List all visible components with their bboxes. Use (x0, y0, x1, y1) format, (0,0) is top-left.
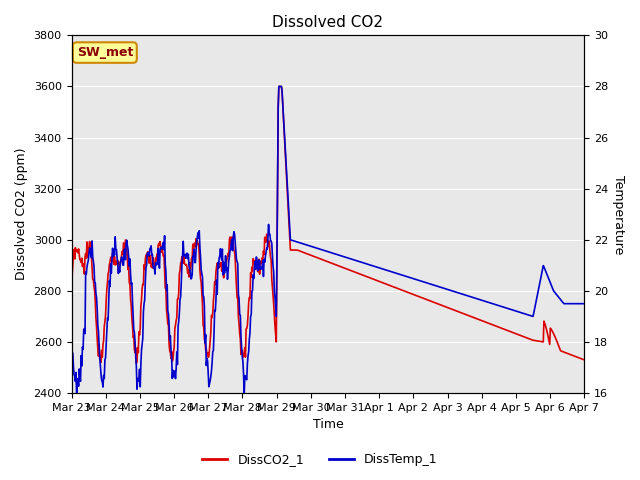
DissTemp_1 (511, 308, 518, 313)
DissCO2_1 (380, 280, 388, 286)
DissCO2_1 (68, 275, 76, 280)
X-axis label: Time: Time (312, 419, 343, 432)
Text: SW_met: SW_met (77, 46, 133, 59)
DissCO2_1 (580, 357, 588, 363)
DissTemp_1 (275, 84, 283, 89)
DissCO2_1 (99, 342, 107, 348)
DissCO2_1 (396, 286, 403, 292)
DissTemp_1 (580, 301, 588, 307)
DissCO2_1 (367, 275, 374, 281)
Y-axis label: Dissolved CO2 (ppm): Dissolved CO2 (ppm) (15, 148, 28, 280)
DissTemp_1 (100, 372, 108, 378)
DissTemp_1 (367, 262, 374, 268)
Title: Dissolved CO2: Dissolved CO2 (273, 15, 383, 30)
DissTemp_1 (68, 344, 76, 349)
Line: DissCO2_1: DissCO2_1 (72, 86, 584, 363)
DissTemp_1 (396, 271, 403, 277)
DissTemp_1 (380, 266, 388, 272)
DissCO2_1 (458, 310, 466, 316)
Y-axis label: Temperature: Temperature (612, 175, 625, 254)
DissCO2_1 (275, 84, 283, 89)
Line: DissTemp_1: DissTemp_1 (72, 86, 584, 397)
Legend: DissCO2_1, DissTemp_1: DissCO2_1, DissTemp_1 (197, 448, 443, 471)
DissTemp_1 (73, 395, 81, 400)
DissTemp_1 (458, 291, 466, 297)
DissCO2_1 (511, 330, 518, 336)
DissCO2_1 (132, 360, 140, 366)
